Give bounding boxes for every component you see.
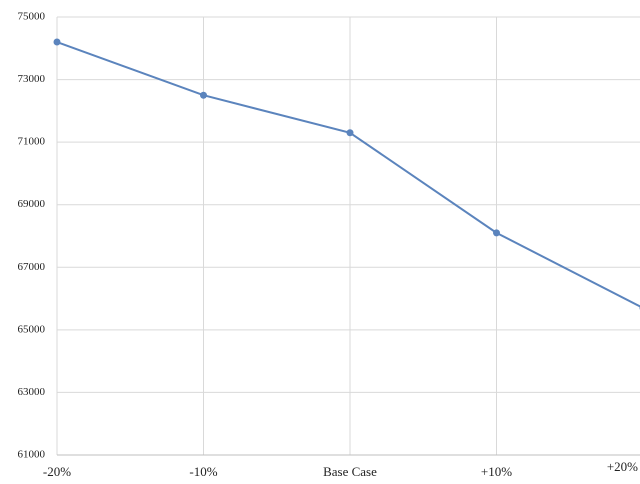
y-tick-label: 71000	[18, 136, 46, 148]
x-tick-label: +20%	[607, 459, 638, 474]
data-point	[53, 38, 61, 46]
data-point	[493, 229, 500, 237]
y-tick-label: 63000	[18, 386, 46, 398]
x-tick-label: +10%	[481, 464, 512, 479]
data-line	[56, 41, 640, 308]
y-tick-label: 61000	[18, 449, 46, 461]
x-tick-label: -10%	[189, 464, 217, 479]
x-tick-label: -20%	[43, 464, 71, 479]
y-tick-label: 67000	[18, 261, 46, 273]
y-tick-label: 65000	[18, 323, 46, 335]
data-point	[200, 91, 207, 99]
x-tick-label: Base Case	[323, 464, 377, 479]
y-tick-label: 73000	[18, 73, 46, 85]
data-point	[346, 129, 354, 137]
y-tick-label: 75000	[18, 11, 46, 23]
y-tick-label: 69000	[18, 198, 46, 210]
